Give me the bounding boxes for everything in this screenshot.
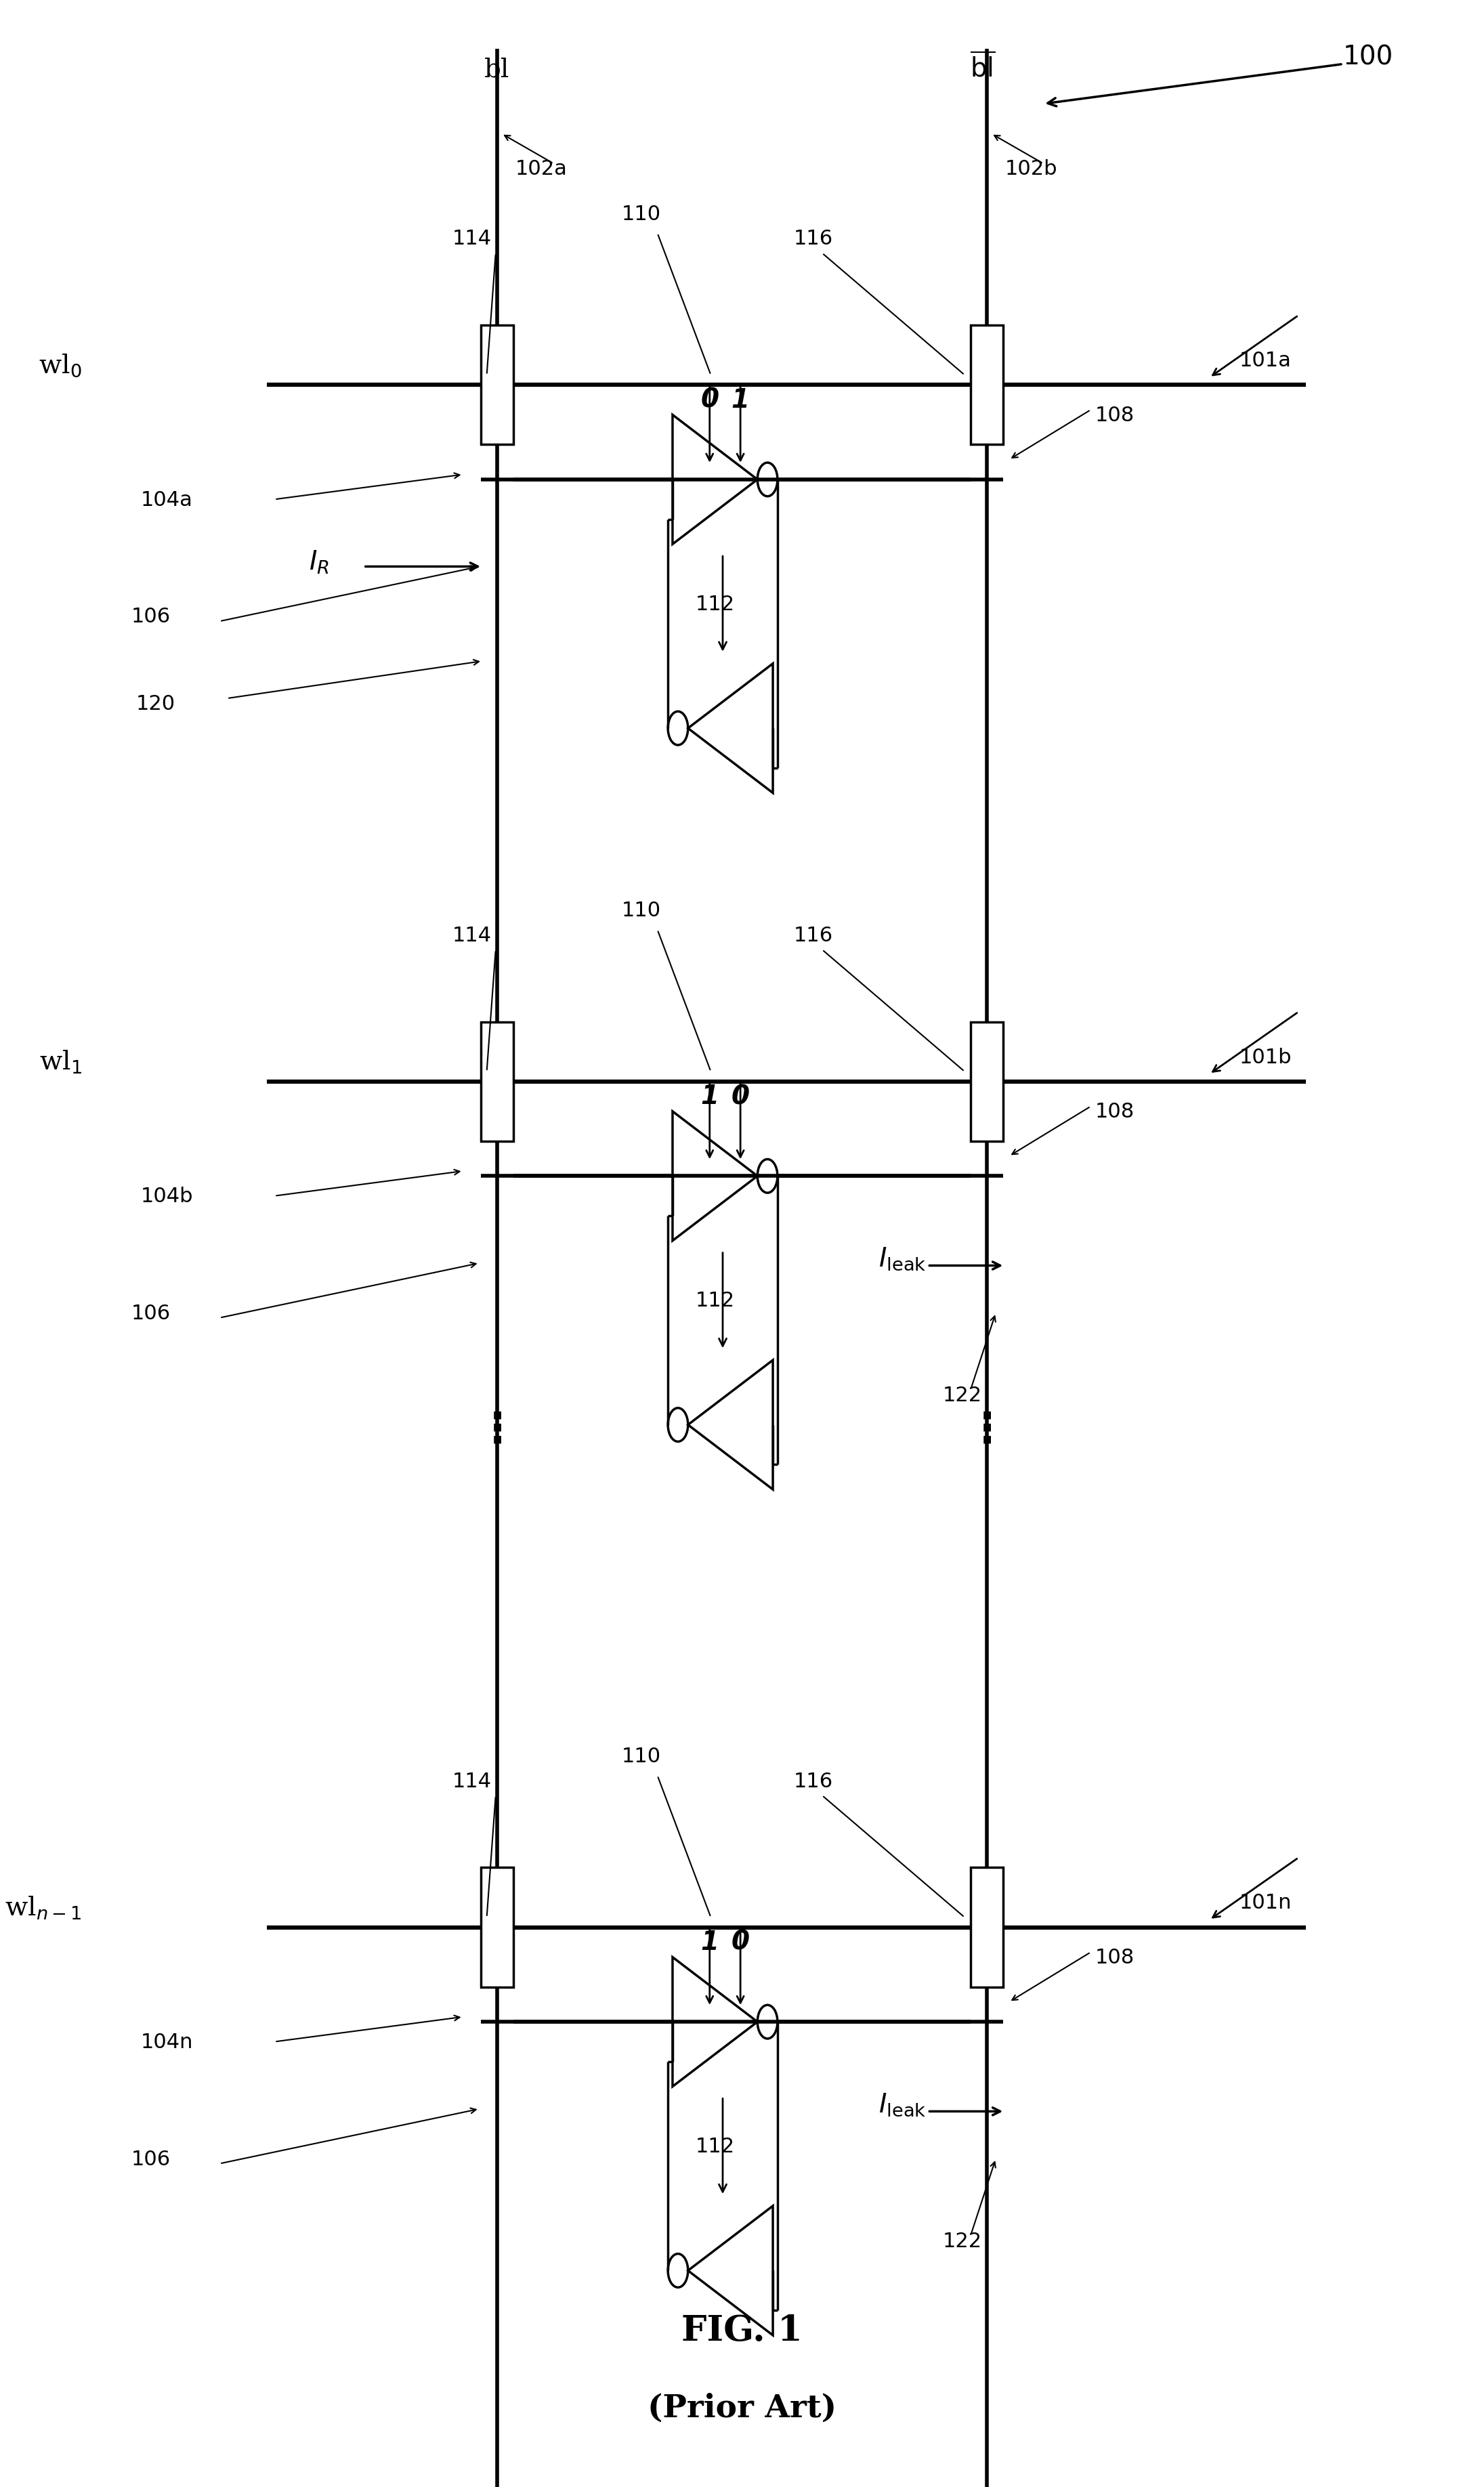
Text: 1: 1 <box>700 1930 718 1955</box>
Text: 104a: 104a <box>141 490 193 510</box>
Text: wl$_{n-1}$: wl$_{n-1}$ <box>4 1895 82 1920</box>
Bar <box>971 326 1003 445</box>
Text: 104b: 104b <box>141 1186 193 1206</box>
Text: 112: 112 <box>696 2136 735 2156</box>
Text: ⋮: ⋮ <box>966 1410 1008 1450</box>
Text: 101n: 101n <box>1239 1893 1291 1913</box>
Text: 110: 110 <box>622 900 660 920</box>
Text: bl: bl <box>484 57 510 82</box>
Bar <box>481 326 513 445</box>
Text: 116: 116 <box>794 1771 833 1791</box>
Text: wl$_0$: wl$_0$ <box>39 353 82 378</box>
Text: 0: 0 <box>732 1930 749 1955</box>
Text: 112: 112 <box>696 594 735 614</box>
Bar <box>481 1868 513 1987</box>
Text: 1: 1 <box>732 388 749 413</box>
Text: 108: 108 <box>1095 1947 1135 1967</box>
Text: 122: 122 <box>942 1385 982 1405</box>
Text: I$_{\mathrm{leak}}$: I$_{\mathrm{leak}}$ <box>879 2092 926 2116</box>
Text: 110: 110 <box>622 204 660 224</box>
Text: 114: 114 <box>453 925 491 945</box>
Text: 108: 108 <box>1095 1102 1135 1122</box>
Text: 122: 122 <box>942 2231 982 2251</box>
Text: 112: 112 <box>696 1291 735 1311</box>
Text: 102b: 102b <box>1005 159 1057 179</box>
Text: 101b: 101b <box>1239 1047 1291 1067</box>
Text: FIG. 1: FIG. 1 <box>681 2313 803 2348</box>
Text: 106: 106 <box>131 1303 171 1323</box>
Text: 106: 106 <box>131 607 171 627</box>
Text: 104n: 104n <box>141 2032 193 2052</box>
Text: I$_{\mathrm{leak}}$: I$_{\mathrm{leak}}$ <box>879 1246 926 1271</box>
Text: 100: 100 <box>1343 45 1393 70</box>
Text: 116: 116 <box>794 229 833 249</box>
Text: 108: 108 <box>1095 405 1135 425</box>
Text: 0: 0 <box>732 1084 749 1109</box>
Text: 1: 1 <box>700 1084 718 1109</box>
Text: (Prior Art): (Prior Art) <box>647 2392 837 2422</box>
Text: 110: 110 <box>622 1746 660 1766</box>
Text: wl$_1$: wl$_1$ <box>39 1050 82 1074</box>
Text: 0: 0 <box>700 388 718 413</box>
Bar <box>971 1022 1003 1142</box>
Text: I$_R$: I$_R$ <box>309 550 329 574</box>
Text: 114: 114 <box>453 229 491 249</box>
Text: 101a: 101a <box>1239 351 1291 371</box>
Text: 116: 116 <box>794 925 833 945</box>
Text: 114: 114 <box>453 1771 491 1791</box>
Bar <box>481 1022 513 1142</box>
Text: 106: 106 <box>131 2149 171 2169</box>
Text: 120: 120 <box>135 694 175 714</box>
Text: ⋮: ⋮ <box>476 1410 518 1450</box>
Bar <box>971 1868 1003 1987</box>
Text: 102a: 102a <box>515 159 567 179</box>
Text: $\overline{\mathrm{bl}}$: $\overline{\mathrm{bl}}$ <box>969 52 996 82</box>
